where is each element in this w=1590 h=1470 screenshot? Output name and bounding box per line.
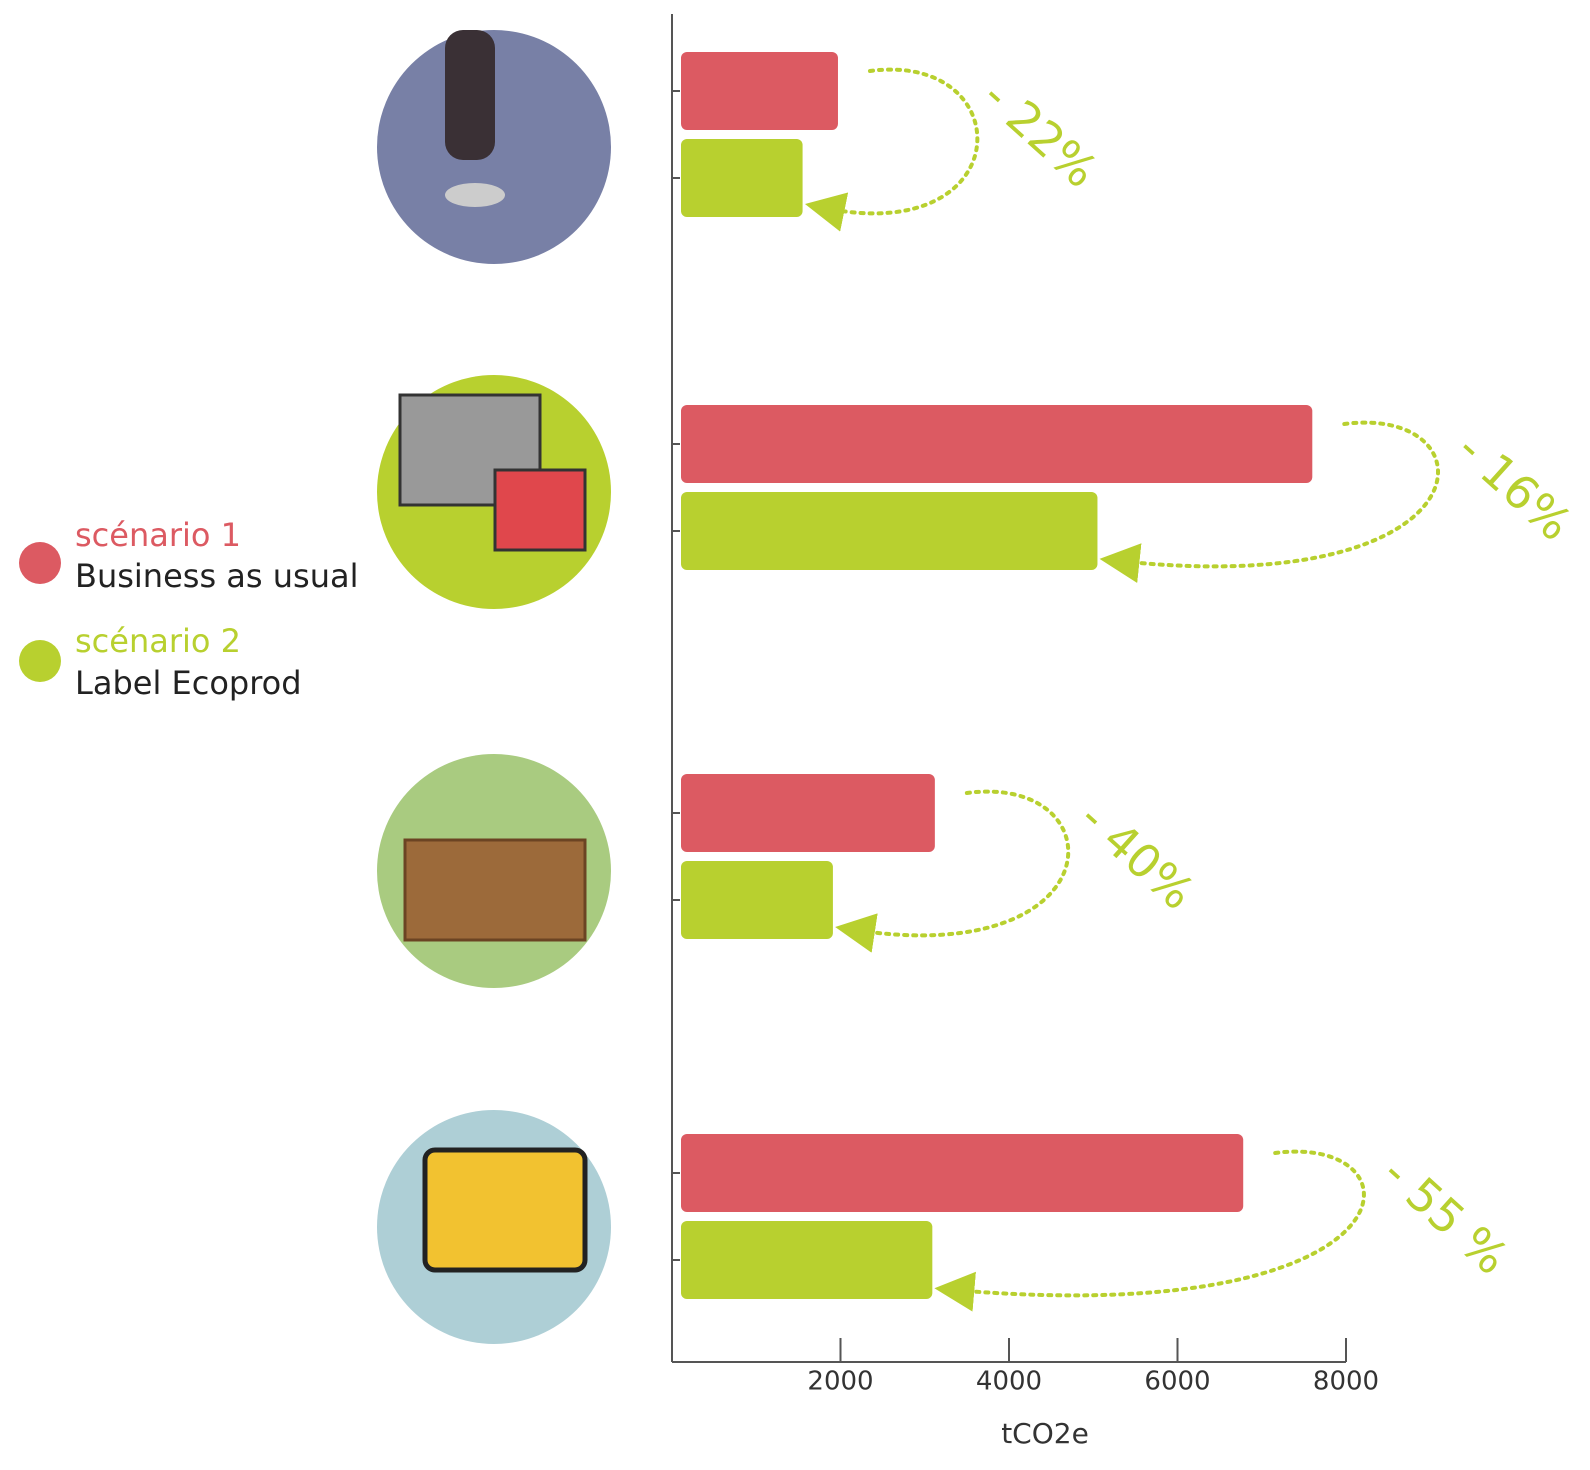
bar: [681, 1134, 1244, 1212]
annotation: - 22%: [973, 69, 1108, 198]
legend: scénario 1 Business as usual scénario 2 …: [19, 516, 358, 702]
legend-label: Business as usual: [75, 557, 358, 595]
icon-detail: [422, 1147, 588, 1273]
legend-swatch: [19, 640, 61, 682]
x-tick-label: 6000: [1144, 1367, 1210, 1397]
icon-detail: [445, 183, 505, 207]
bar: [681, 52, 838, 130]
arrow: [835, 789, 1071, 953]
annotation: - 40%: [1070, 791, 1205, 920]
x-tick-label: 8000: [1313, 1367, 1379, 1397]
bar: [681, 861, 833, 939]
arrow: [934, 1149, 1366, 1312]
icon-detail: [445, 30, 495, 160]
legend-name: scénario 1: [75, 516, 241, 554]
bar: [681, 1221, 933, 1299]
annotation: - 16%: [1447, 422, 1582, 551]
x-tick-label: 4000: [976, 1367, 1042, 1397]
arrow: [804, 67, 980, 232]
bar: [681, 774, 935, 852]
icon-detail: [403, 838, 587, 942]
icon-detail: [493, 468, 587, 552]
x-axis-label: tCO2e: [1001, 1417, 1089, 1450]
icons: [377, 30, 611, 1344]
legend-swatch: [19, 542, 61, 584]
bar: [681, 492, 1098, 570]
arrow: [1099, 420, 1440, 584]
legend-name: scénario 2: [75, 622, 241, 660]
annotation: - 55 %: [1372, 1146, 1518, 1285]
bar: [681, 405, 1313, 483]
bar: [681, 139, 803, 217]
x-tick-label: 2000: [807, 1367, 873, 1397]
legend-label: Label Ecoprod: [75, 664, 302, 702]
